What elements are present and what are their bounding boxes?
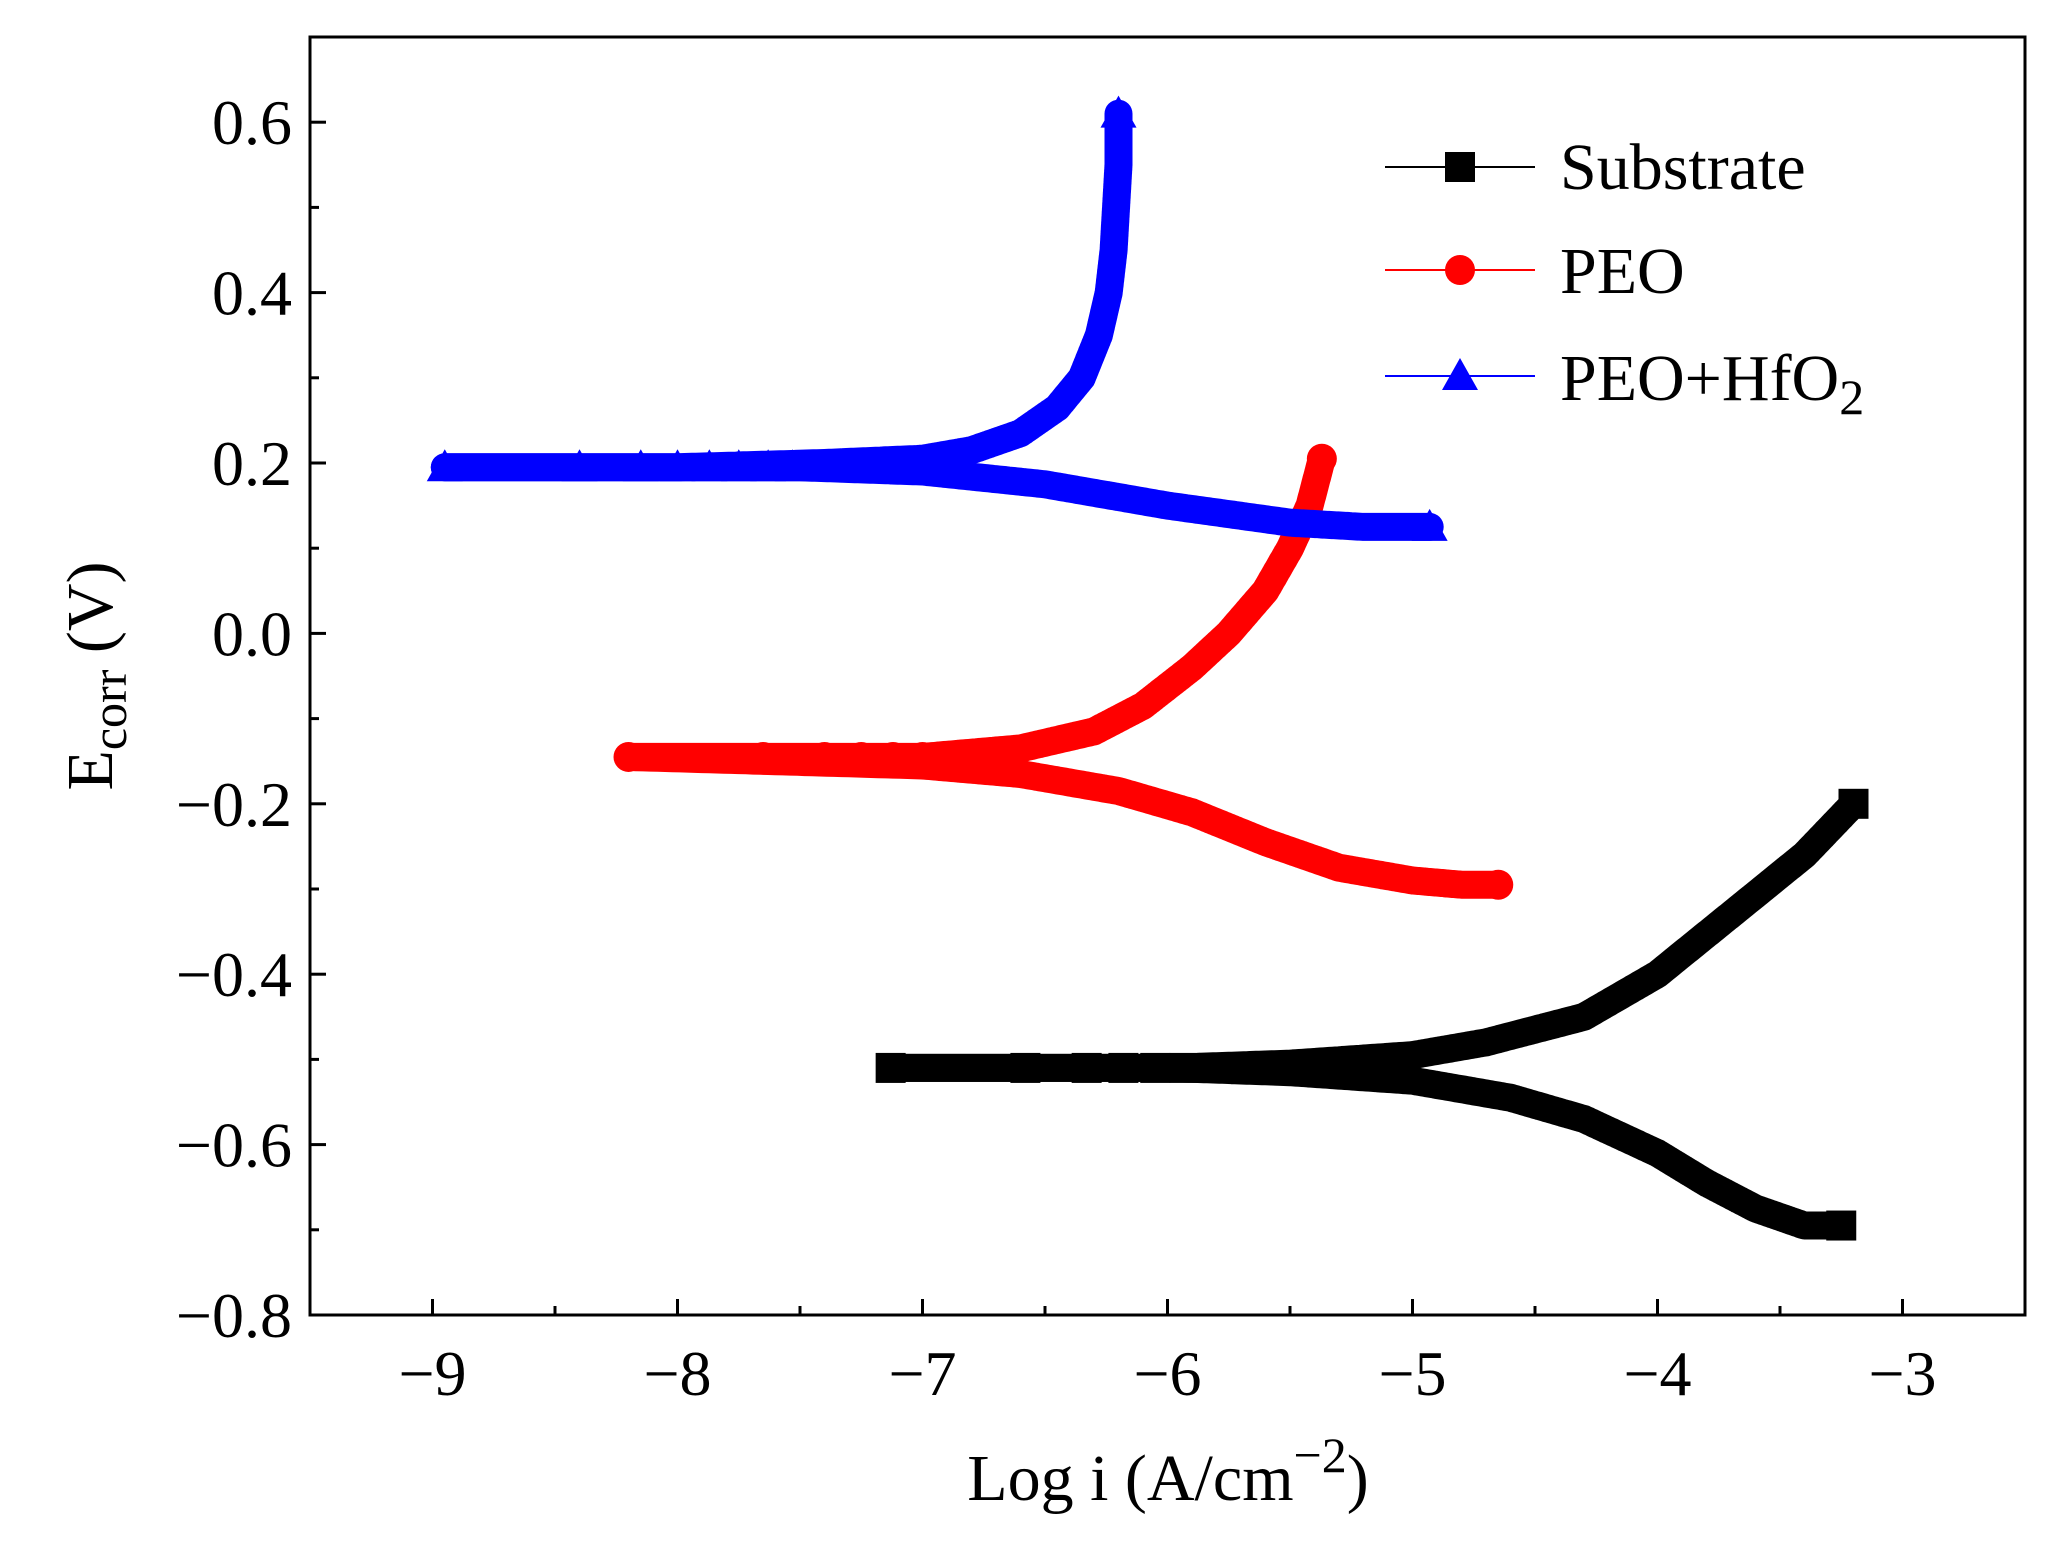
series-marker-peo xyxy=(878,741,909,772)
legend-marker-peo-hfo2 xyxy=(1442,358,1478,390)
series-anodic-branch-substrate xyxy=(876,789,1868,1082)
series-cathodic-branch-substrate xyxy=(876,1053,1856,1240)
y-tick-label: 0.6 xyxy=(212,87,292,158)
series-marker-peo-hfo2 xyxy=(659,449,696,482)
series-cathodic-branch-peo xyxy=(614,742,1513,899)
legend-label-peo-hfo2-sub: 2 xyxy=(1839,369,1864,425)
series-end-marker-substrate xyxy=(1826,1210,1857,1241)
x-tick-label: −9 xyxy=(398,1338,466,1409)
y-tick-label: −0.6 xyxy=(176,1110,292,1181)
x-axis-label-sup: −2 xyxy=(1294,1427,1347,1483)
series-substrate xyxy=(875,788,1869,1241)
series-marker-peo-hfo2 xyxy=(561,449,598,482)
y-tick-label: −0.2 xyxy=(176,769,292,840)
series-marker-peo-hfo2 xyxy=(622,449,659,482)
series-marker-substrate xyxy=(1169,1052,1200,1083)
series-marker-peo xyxy=(613,741,644,772)
series-end-marker-peo-hfo2 xyxy=(1411,508,1448,541)
x-tick-label: −3 xyxy=(1868,1338,1936,1409)
series-marker-peo-hfo2 xyxy=(750,449,787,482)
series-marker-peo xyxy=(748,741,779,772)
y-tick-label: 0.4 xyxy=(212,258,292,329)
x-axis-label: Log i (A/cm−2) xyxy=(967,1427,1368,1515)
series-marker-substrate xyxy=(1071,1052,1102,1083)
y-axis-label-sub: corr xyxy=(81,669,137,750)
series-marker-peo-hfo2 xyxy=(426,449,463,482)
series-marker-peo xyxy=(936,741,967,772)
series-marker-substrate xyxy=(1223,1052,1254,1083)
axis-layer: −9 −8 −7 −6 −5 −4 −3 0.6 0.4 0.2 0.0 −0.2 −0.4 −0.6 −0… xyxy=(176,87,1937,1409)
legend-label-peo-hfo2-main: PEO+HfO xyxy=(1560,342,1839,415)
y-tick-label: 0.0 xyxy=(212,598,292,669)
x-tick-label: −6 xyxy=(1133,1338,1201,1409)
series-peo-hfo2 xyxy=(426,95,1448,541)
series-marker-substrate xyxy=(1108,1052,1139,1083)
series-marker-substrate xyxy=(1140,1052,1171,1083)
legend-marker-peo xyxy=(1445,255,1475,285)
legend-label-substrate: Substrate xyxy=(1560,131,1806,204)
series-layer xyxy=(426,95,1869,1241)
legend-marker-substrate xyxy=(1445,152,1475,182)
legend-label-peo: PEO xyxy=(1560,235,1685,308)
x-tick-label: −5 xyxy=(1378,1338,1446,1409)
y-tick-label: −0.8 xyxy=(176,1280,292,1351)
series-marker-peo xyxy=(809,741,840,772)
series-marker-peo xyxy=(846,741,877,772)
series-marker-peo-hfo2 xyxy=(720,449,757,482)
series-end-marker-substrate xyxy=(1838,788,1869,819)
series-marker-substrate xyxy=(875,1052,906,1083)
legend-label-peo-hfo2: PEO+HfO2 xyxy=(1560,342,1864,425)
series-marker-peo xyxy=(961,741,992,772)
x-tick-label: −4 xyxy=(1623,1338,1691,1409)
series-marker-peo-hfo2 xyxy=(774,449,811,482)
series-peo xyxy=(613,443,1514,900)
series-anodic-branch-peo-hfo2 xyxy=(430,99,1133,482)
x-axis-label-main: Log i (A/cm xyxy=(967,1442,1293,1515)
y-tick-label: −0.4 xyxy=(176,939,292,1010)
y-tick-label: 0.2 xyxy=(212,428,292,499)
x-axis-label-tail: ) xyxy=(1347,1442,1369,1515)
legend: Substrate PEO PEO+HfO2 xyxy=(1385,131,1864,425)
series-end-marker-peo xyxy=(1306,443,1337,474)
y-axis-label-main: E xyxy=(54,750,127,790)
x-tick-label: −8 xyxy=(643,1338,711,1409)
y-axis-label-tail: (V) xyxy=(54,562,127,670)
series-marker-peo-hfo2 xyxy=(691,449,728,482)
y-axis-label: Ecorr (V) xyxy=(54,562,137,791)
series-end-marker-peo-hfo2 xyxy=(1100,95,1137,128)
series-marker-peo xyxy=(907,741,938,772)
x-tick-label: −7 xyxy=(888,1338,956,1409)
series-marker-substrate xyxy=(1010,1052,1041,1083)
series-end-marker-peo xyxy=(1483,869,1514,900)
